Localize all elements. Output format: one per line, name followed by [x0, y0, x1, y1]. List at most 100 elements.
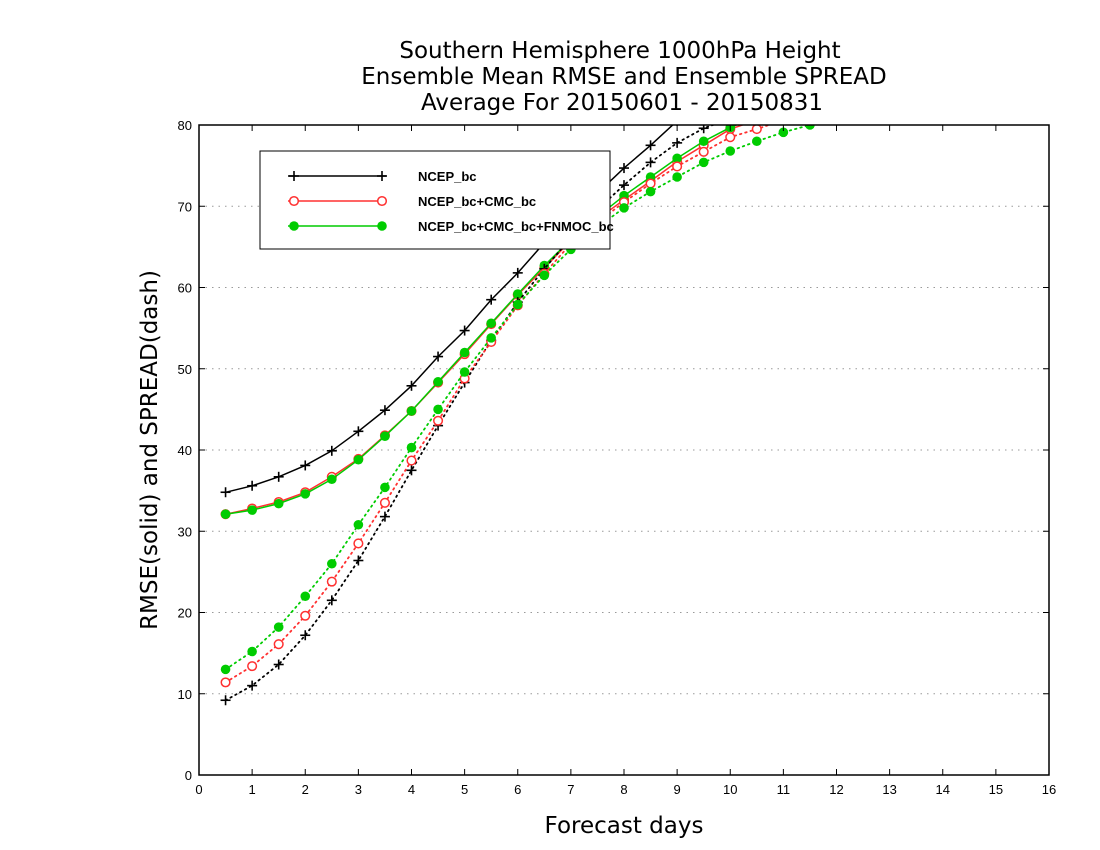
data-point-2-7: [406, 406, 417, 416]
data-point-2-18: [698, 136, 709, 147]
data-point-2-3: [300, 489, 311, 499]
data-point-5-15: [619, 203, 629, 213]
data-point-3-15: [619, 180, 629, 191]
data-point-0-6: [379, 405, 390, 416]
data-point-2-8: [433, 376, 443, 387]
data-point-5-9: [459, 367, 470, 377]
legend-marker-left-2: [289, 221, 299, 231]
data-point-2-6: [380, 431, 390, 441]
y-tick-label-60: 60: [178, 281, 192, 296]
data-point-5-4: [327, 558, 337, 569]
data-point-4-17: [672, 161, 683, 172]
data-point-5-1: [247, 646, 257, 657]
data-point-0-9: [459, 325, 470, 336]
x-tick-label-6: 6: [514, 782, 521, 797]
data-point-0-16: [645, 140, 656, 151]
data-point-0-10: [486, 294, 497, 305]
chart-title-line-2: Ensemble Mean RMSE and Ensemble SPREAD: [361, 64, 886, 90]
data-point-3-0: [220, 695, 231, 706]
x-tick-label-5: 5: [461, 782, 468, 797]
data-point-4-1: [247, 661, 258, 672]
data-point-0-2: [273, 471, 284, 482]
data-point-4-16: [645, 178, 656, 189]
data-point-2-1: [247, 505, 257, 515]
data-point-5-2: [273, 622, 284, 632]
data-point-2-10: [486, 318, 496, 329]
x-tick-label-3: 3: [355, 782, 362, 797]
data-point-4-21: [782, 125, 785, 126]
data-point-3-7: [406, 465, 417, 476]
data-point-4-19: [725, 132, 736, 143]
data-point-5-11: [512, 299, 523, 310]
data-point-3-5: [353, 555, 364, 566]
y-tick-label-70: 70: [178, 199, 192, 214]
series-4-spread: [220, 125, 785, 688]
data-point-5-10: [486, 333, 496, 343]
data-point-4-5: [353, 538, 364, 549]
series-5-spread: [220, 125, 815, 675]
y-tick-label-20: 20: [178, 606, 192, 621]
legend-marker-left-0: [289, 171, 299, 181]
x-tick-label-0: 0: [195, 782, 202, 797]
x-tick-label-13: 13: [882, 782, 896, 797]
data-point-3-4: [326, 595, 337, 606]
data-point-4-7: [406, 455, 417, 466]
data-point-2-11: [512, 289, 523, 299]
data-point-0-11: [512, 267, 523, 278]
data-point-5-20: [752, 136, 762, 147]
x-tick-label-4: 4: [408, 782, 415, 797]
data-point-5-18: [698, 157, 709, 168]
x-tick-label-8: 8: [620, 782, 627, 797]
data-point-4-18: [698, 146, 709, 157]
data-point-3-1: [247, 680, 258, 691]
x-tick-label-14: 14: [936, 782, 950, 797]
x-tick-label-11: 11: [777, 782, 791, 797]
data-point-0-7: [406, 380, 417, 391]
axis-ticks: 0 1 2 3 4 5 6 7 8 9 10 11 12 13 14 15 160102030405060708…: [178, 118, 1057, 797]
data-point-5-17: [672, 172, 682, 182]
data-point-0-15: [619, 163, 629, 174]
y-tick-label-30: 30: [178, 524, 192, 539]
y-tick-label-10: 10: [178, 687, 192, 702]
data-point-2-4: [327, 474, 337, 485]
legend-marker-right-1: [376, 195, 388, 207]
legend-marker-right-0: [377, 171, 387, 181]
x-axis-label: Forecast days: [545, 813, 704, 839]
legend-label-2: NCEP_bc+CMC_bc+FNMOC_bc: [418, 219, 614, 234]
data-point-5-7: [406, 442, 417, 453]
y-tick-label-0: 0: [185, 768, 192, 783]
x-tick-label-2: 2: [302, 782, 309, 797]
data-point-5-3: [300, 591, 311, 602]
data-point-4-2: [273, 639, 284, 650]
data-point-5-21: [778, 127, 789, 138]
x-tick-label-10: 10: [723, 782, 737, 797]
data-point-2-9: [459, 347, 470, 358]
y-tick-label-80: 80: [178, 118, 192, 133]
data-point-0-8: [433, 351, 444, 362]
x-tick-label-1: 1: [249, 782, 256, 797]
data-point-3-2: [273, 659, 284, 670]
data-point-0-4: [326, 445, 337, 456]
data-point-4-3: [300, 610, 311, 621]
data-point-5-6: [380, 482, 390, 493]
chart-title-line-1: Southern Hemisphere 1000hPa Height: [399, 38, 840, 64]
x-tick-label-12: 12: [829, 782, 843, 797]
data-point-5-0: [220, 664, 231, 675]
data-point-3-16: [645, 157, 656, 168]
y-tick-label-50: 50: [178, 362, 192, 377]
data-point-4-6: [379, 497, 390, 508]
series-line-4: [224, 125, 772, 684]
legend-label-0: NCEP_bc: [418, 169, 477, 184]
x-tick-label-9: 9: [674, 782, 681, 797]
data-point-0-5: [353, 426, 364, 437]
legend-marker-right-2: [377, 221, 387, 231]
data-point-3-17: [672, 137, 683, 148]
data-point-5-22: [805, 125, 815, 130]
series-line-3: [224, 125, 716, 702]
x-tick-label-16: 16: [1042, 782, 1056, 797]
legend-label-1: NCEP_bc+CMC_bc: [418, 194, 536, 209]
gridlines: [199, 205, 1049, 695]
chart-title-line-3: Average For 20150601 - 20150831: [421, 90, 823, 116]
data-point-4-20: [751, 125, 762, 135]
